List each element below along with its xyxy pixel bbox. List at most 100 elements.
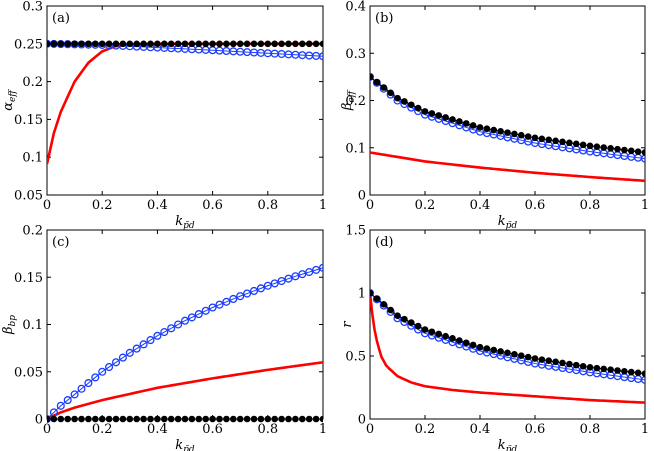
data-point-black [236,415,244,423]
data-point-black [469,341,477,349]
y-axis-label: r [340,321,355,328]
plot-area [47,263,323,424]
y-tick-label: 0.15 [14,113,43,128]
data-point-black [57,40,65,48]
data-point-black [545,357,553,365]
series-line-blue [47,267,323,420]
data-point-black [394,312,401,319]
data-point-black [50,40,58,48]
series-red [47,361,323,421]
series-line-red [370,292,645,404]
y-tick-label: 0.3 [22,0,43,15]
data-point-black [627,147,635,155]
plot-area [47,39,323,165]
data-point-black [524,353,532,361]
x-axis-label: kp̃d [175,214,195,231]
data-point-black [600,144,608,151]
data-point-black [195,40,203,48]
data-point-blue [312,265,321,274]
x-tick-label: 0 [43,198,51,213]
data-point-black [174,415,182,423]
data-point-black [490,126,498,134]
series-blue [47,263,323,424]
data-point-black [428,110,436,117]
data-point-black [305,415,313,423]
data-point-black [230,415,237,423]
data-point-black [202,415,209,423]
data-point-black [264,415,272,423]
data-point-black [566,139,573,147]
data-point-blue [146,336,155,345]
y-axis-label: αeff [1,89,18,111]
x-tick-label: 0.6 [202,198,223,213]
data-point-black [161,415,168,423]
data-point-blue [318,263,323,272]
data-point-black [243,415,251,423]
data-point-black [449,116,456,123]
data-point-black [278,40,285,48]
data-point-black [195,415,203,423]
y-tick-label: 0.2 [22,224,43,239]
x-tick-label: 0.8 [257,198,278,213]
x-tick-label: 0.4 [470,422,491,437]
x-tick-label: 0.6 [525,198,546,213]
data-point-black [181,415,189,423]
data-point-black [78,40,85,48]
data-point-black [285,40,292,48]
data-point-black [641,149,645,156]
x-tick-label: 0.4 [470,198,491,213]
panel-label: (d) [375,235,393,250]
data-point-black [257,40,265,48]
data-point-black [133,415,140,423]
data-point-black [161,40,168,48]
panel-d: 0 0.2 0.4 0.6 0.8 1 0 0.5 1 1.5 (d) kp̃d r [340,224,649,451]
data-point-black [154,40,161,48]
data-point-black [428,328,436,336]
data-point-black [476,124,484,131]
y-tick-label: 0.1 [22,151,43,166]
data-point-blue [215,300,224,309]
data-point-black [312,40,320,48]
x-tick-label: 0.8 [257,422,278,437]
y-tick-label: 0.4 [345,0,366,15]
data-point-black [105,40,113,48]
data-point-black [414,322,422,330]
y-axis-label: βbp [1,315,18,335]
data-point-black [278,415,285,423]
data-point-blue [91,373,100,382]
data-point-black [380,84,388,91]
y-tick-label: 0.1 [345,141,366,156]
data-point-black [85,415,92,423]
data-point-black [579,362,587,370]
data-point-black [614,145,621,153]
y-tick-label: 0.1 [22,318,43,333]
data-point-black [71,40,78,48]
data-point-black [147,415,154,423]
data-point-black [407,101,415,109]
data-point-black [572,140,580,148]
data-point-black [299,40,306,48]
data-point-black [387,89,394,97]
data-point-blue [70,390,79,399]
data-point-black [319,415,323,423]
data-point-black [421,108,429,115]
data-point-black [387,306,394,314]
data-point-black [566,360,573,368]
data-point-black [579,141,587,149]
data-point-blue [229,294,238,304]
x-tick-label: 1 [641,198,649,213]
y-tick-label: 0.3 [345,47,366,62]
data-point-black [476,343,484,351]
data-point-blue [84,379,93,388]
y-tick-label: 0.05 [14,189,43,204]
panel-label: (c) [52,235,69,250]
data-point-black [154,415,161,423]
x-axis-label: kp̃d [175,438,195,451]
data-point-blue [208,303,217,312]
y-axis-label: βeff [340,89,357,111]
data-point-blue [125,348,134,357]
data-point-black [462,120,470,127]
data-point-black [524,133,532,140]
data-point-black [586,142,594,150]
x-tick-label: 0.4 [147,422,168,437]
